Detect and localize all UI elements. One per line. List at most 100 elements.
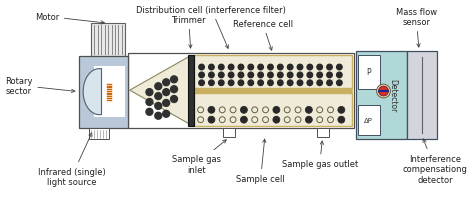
Circle shape: [273, 107, 280, 114]
Circle shape: [258, 73, 264, 78]
Circle shape: [337, 73, 342, 78]
FancyBboxPatch shape: [194, 93, 352, 126]
FancyBboxPatch shape: [194, 88, 352, 93]
FancyBboxPatch shape: [223, 128, 235, 138]
Circle shape: [155, 103, 162, 110]
Circle shape: [219, 73, 224, 78]
Circle shape: [258, 81, 264, 86]
Circle shape: [287, 81, 293, 86]
Text: Distribution cell (interference filter): Distribution cell (interference filter): [137, 6, 286, 49]
Circle shape: [146, 89, 153, 96]
Circle shape: [198, 107, 203, 113]
Text: Detector: Detector: [388, 79, 397, 112]
Circle shape: [284, 117, 290, 123]
Circle shape: [295, 117, 301, 123]
Circle shape: [238, 81, 244, 86]
FancyBboxPatch shape: [91, 24, 125, 56]
Circle shape: [273, 117, 280, 124]
Circle shape: [328, 117, 333, 123]
Circle shape: [338, 117, 345, 124]
Circle shape: [268, 73, 273, 78]
Circle shape: [307, 65, 312, 70]
Circle shape: [307, 81, 312, 86]
Circle shape: [208, 107, 215, 114]
Circle shape: [209, 65, 214, 70]
Circle shape: [199, 81, 204, 86]
Circle shape: [268, 81, 273, 86]
Circle shape: [278, 73, 283, 78]
Circle shape: [248, 81, 254, 86]
Circle shape: [327, 65, 332, 70]
Polygon shape: [130, 57, 189, 124]
Circle shape: [209, 73, 214, 78]
FancyBboxPatch shape: [194, 55, 352, 88]
Circle shape: [263, 107, 268, 113]
Circle shape: [208, 117, 215, 124]
Circle shape: [219, 65, 224, 70]
Text: Sample gas outlet: Sample gas outlet: [282, 141, 358, 169]
Circle shape: [199, 73, 204, 78]
Circle shape: [317, 107, 323, 113]
Circle shape: [248, 73, 254, 78]
Circle shape: [163, 89, 170, 96]
FancyBboxPatch shape: [188, 55, 194, 126]
FancyBboxPatch shape: [358, 105, 380, 136]
Circle shape: [209, 81, 214, 86]
Circle shape: [146, 109, 153, 116]
FancyBboxPatch shape: [128, 53, 354, 128]
Text: Sample cell: Sample cell: [236, 139, 285, 183]
FancyBboxPatch shape: [407, 52, 437, 140]
Polygon shape: [83, 69, 101, 115]
Circle shape: [297, 73, 303, 78]
Circle shape: [155, 83, 162, 90]
Circle shape: [248, 65, 254, 70]
Circle shape: [252, 107, 258, 113]
Circle shape: [295, 107, 301, 113]
Circle shape: [377, 85, 391, 98]
Circle shape: [307, 73, 312, 78]
Text: Rotary
sector: Rotary sector: [5, 76, 75, 95]
Circle shape: [284, 107, 290, 113]
Text: Motor: Motor: [35, 13, 104, 25]
Circle shape: [240, 117, 247, 124]
Circle shape: [163, 100, 170, 107]
Circle shape: [230, 107, 236, 113]
Circle shape: [230, 117, 236, 123]
Text: Sample gas
inlet: Sample gas inlet: [172, 140, 226, 174]
Circle shape: [199, 65, 204, 70]
Circle shape: [327, 73, 332, 78]
FancyBboxPatch shape: [94, 67, 125, 117]
Circle shape: [219, 107, 225, 113]
Circle shape: [337, 65, 342, 70]
Circle shape: [317, 73, 322, 78]
Circle shape: [238, 65, 244, 70]
Text: Interference
compensationg
detector: Interference compensationg detector: [402, 139, 467, 184]
Text: P: P: [366, 68, 371, 77]
Circle shape: [337, 81, 342, 86]
Circle shape: [305, 107, 312, 114]
Circle shape: [258, 65, 264, 70]
FancyBboxPatch shape: [79, 56, 128, 128]
Circle shape: [328, 107, 333, 113]
Text: ΔP: ΔP: [365, 118, 373, 123]
Circle shape: [155, 93, 162, 100]
Circle shape: [198, 117, 203, 123]
Circle shape: [338, 107, 345, 114]
FancyBboxPatch shape: [358, 55, 380, 89]
Circle shape: [155, 113, 162, 120]
Circle shape: [238, 73, 244, 78]
Text: Mass flow
sensor: Mass flow sensor: [396, 8, 437, 48]
Circle shape: [163, 111, 170, 118]
Circle shape: [317, 117, 323, 123]
Circle shape: [379, 87, 388, 96]
Circle shape: [146, 99, 153, 106]
Circle shape: [305, 117, 312, 124]
Circle shape: [317, 65, 322, 70]
Circle shape: [297, 65, 303, 70]
Circle shape: [263, 117, 268, 123]
Circle shape: [278, 65, 283, 70]
FancyBboxPatch shape: [317, 128, 328, 138]
Circle shape: [240, 107, 247, 114]
Circle shape: [171, 76, 177, 83]
Circle shape: [252, 117, 258, 123]
